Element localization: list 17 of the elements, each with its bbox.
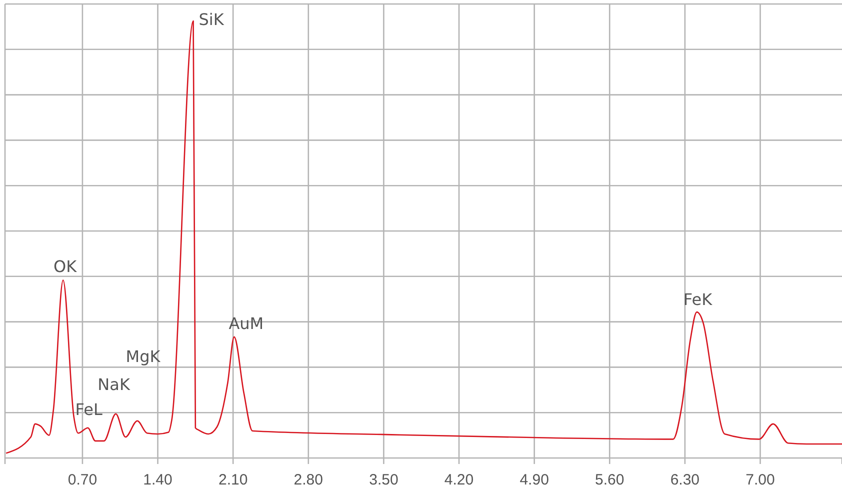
- annotation: NaK: [98, 374, 130, 394]
- x-tick-label: 7.00: [746, 472, 775, 489]
- annotation: FeK: [683, 290, 713, 310]
- x-tick-label: 3.50: [369, 472, 398, 489]
- x-tick-label: 6.30: [670, 472, 700, 489]
- annotation: FeL: [75, 400, 102, 419]
- annotation: SiK: [198, 10, 224, 29]
- annotation: OK: [54, 257, 78, 276]
- x-tick-label: 1.40: [143, 472, 172, 489]
- x-tick-label: 4.90: [520, 472, 549, 489]
- x-tick-label: 2.80: [294, 472, 323, 489]
- x-tick-label: 0.70: [68, 472, 98, 489]
- annotation: MgK: [126, 347, 161, 366]
- annotation: AuM: [228, 314, 264, 333]
- x-tick-label: 5.60: [595, 472, 624, 489]
- x-tick-label: 4.20: [444, 472, 474, 489]
- x-tick-label: 2.10: [218, 472, 248, 489]
